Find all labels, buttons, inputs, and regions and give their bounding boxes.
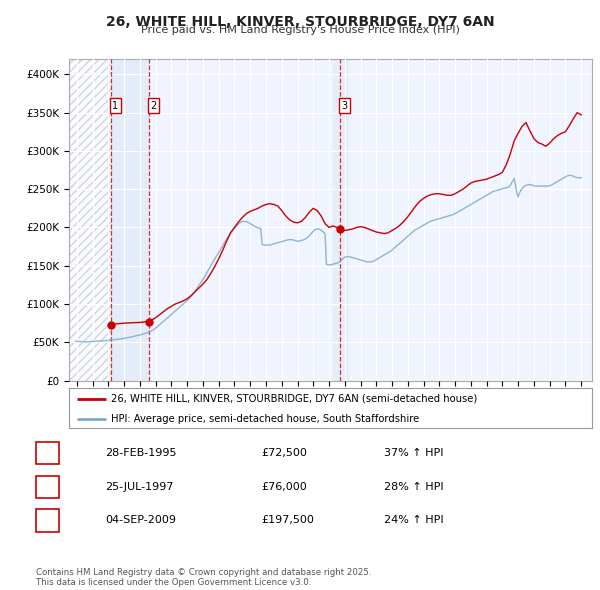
- Text: 3: 3: [341, 101, 347, 110]
- Text: 28-FEB-1995: 28-FEB-1995: [105, 448, 176, 458]
- Text: 2: 2: [150, 101, 157, 110]
- Bar: [111, 59, 149, 381]
- Text: Price paid vs. HM Land Registry's House Price Index (HPI): Price paid vs. HM Land Registry's House …: [140, 25, 460, 35]
- Bar: [69, 59, 111, 381]
- Text: 26, WHITE HILL, KINVER, STOURBRIDGE, DY7 6AN: 26, WHITE HILL, KINVER, STOURBRIDGE, DY7…: [106, 15, 494, 29]
- Text: 1: 1: [112, 101, 119, 110]
- Text: £197,500: £197,500: [261, 516, 314, 525]
- Bar: [333, 59, 349, 381]
- Text: Contains HM Land Registry data © Crown copyright and database right 2025.
This d: Contains HM Land Registry data © Crown c…: [36, 568, 371, 587]
- Text: 3: 3: [44, 514, 51, 527]
- Text: 04-SEP-2009: 04-SEP-2009: [105, 516, 176, 525]
- Text: 1: 1: [44, 447, 51, 460]
- Text: 24% ↑ HPI: 24% ↑ HPI: [384, 516, 443, 525]
- Text: 37% ↑ HPI: 37% ↑ HPI: [384, 448, 443, 458]
- Text: £72,500: £72,500: [261, 448, 307, 458]
- Text: HPI: Average price, semi-detached house, South Staffordshire: HPI: Average price, semi-detached house,…: [111, 414, 419, 424]
- Text: 25-JUL-1997: 25-JUL-1997: [105, 482, 173, 491]
- Text: £76,000: £76,000: [261, 482, 307, 491]
- Text: 28% ↑ HPI: 28% ↑ HPI: [384, 482, 443, 491]
- Text: 26, WHITE HILL, KINVER, STOURBRIDGE, DY7 6AN (semi-detached house): 26, WHITE HILL, KINVER, STOURBRIDGE, DY7…: [111, 394, 477, 404]
- Text: 2: 2: [44, 480, 51, 493]
